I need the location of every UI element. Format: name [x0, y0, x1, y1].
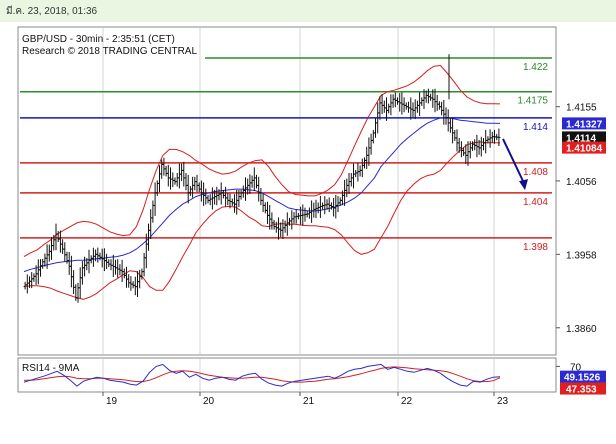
price-tick-label-2: 1.3958: [566, 250, 597, 261]
chart-subtitle: Research © 2018 TRADING CENTRAL: [22, 46, 197, 57]
level-label-4: 1.404: [523, 197, 548, 208]
lower-band: [23, 141, 501, 300]
time-tick-label-19: 19: [106, 396, 118, 407]
level-label-1: 1.4175: [517, 96, 548, 107]
forecast-arrow: [502, 138, 528, 191]
ma-value-badge-box: [562, 117, 606, 130]
main-panel-frame: [17, 26, 557, 356]
bollinger-bands: [23, 64, 501, 300]
current-price-badge-box: [562, 131, 606, 144]
time-tick-label-21: 21: [303, 396, 315, 407]
time-tick-label-23: 23: [497, 396, 509, 407]
top-bar: มี.ค. 23, 2018, 01:36: [0, 0, 616, 22]
rsi-tick-label-0: 70: [570, 362, 582, 373]
chart-title: GBP/USD - 30min - 2:35:51 (CET): [22, 34, 175, 45]
moving-average-line: [23, 117, 501, 273]
upper-band: [23, 64, 501, 258]
price-bars: [23, 54, 501, 303]
rsi-ma-badge-text: 47.353: [566, 385, 597, 396]
price-axis: 1.4155 1.4056 1.3958 1.3860 1.41327 1.41141.4…: [556, 103, 606, 335]
main-grid: [102, 28, 495, 391]
forecast-arrow-shaft: [502, 138, 525, 184]
rsi-title: RSI14 - 9MA: [22, 363, 80, 374]
datetime-label: มี.ค. 23, 2018, 01:36: [6, 6, 98, 17]
lower-band-badge-text: 1.41084: [566, 144, 603, 155]
rsi-value-badge-box: [560, 370, 606, 383]
rsi-value-badge-text: 49.1526: [564, 373, 601, 384]
ma-value-badge-text: 1.41327: [566, 119, 603, 130]
level-label-3: 1.408: [523, 167, 548, 178]
price-tick-label-3: 1.3860: [566, 324, 597, 335]
levels: 1.422 1.4175 1.414 1.408 1.404 1.398: [20, 57, 552, 253]
time-axis: 19 20 21 22 23: [102, 392, 509, 407]
rsi-ma-badge-box: [560, 382, 606, 395]
level-label-2: 1.414: [523, 122, 548, 133]
level-label-0: 1.422: [523, 62, 548, 73]
time-tick-label-22: 22: [401, 396, 413, 407]
current-price-badge-text: 1.4114: [566, 133, 596, 144]
forecast-arrow-head: [519, 179, 528, 191]
level-label-5: 1.398: [523, 242, 548, 253]
moving-average: [23, 117, 501, 273]
rsi-panel-frame: [17, 357, 557, 393]
lower-band-badge-box: [562, 141, 606, 154]
price-tick-label-0: 1.4155: [566, 103, 597, 114]
time-tick-label-20: 20: [203, 396, 215, 407]
price-tick-label-1: 1.4056: [566, 177, 597, 188]
rsi-line: [23, 363, 501, 387]
